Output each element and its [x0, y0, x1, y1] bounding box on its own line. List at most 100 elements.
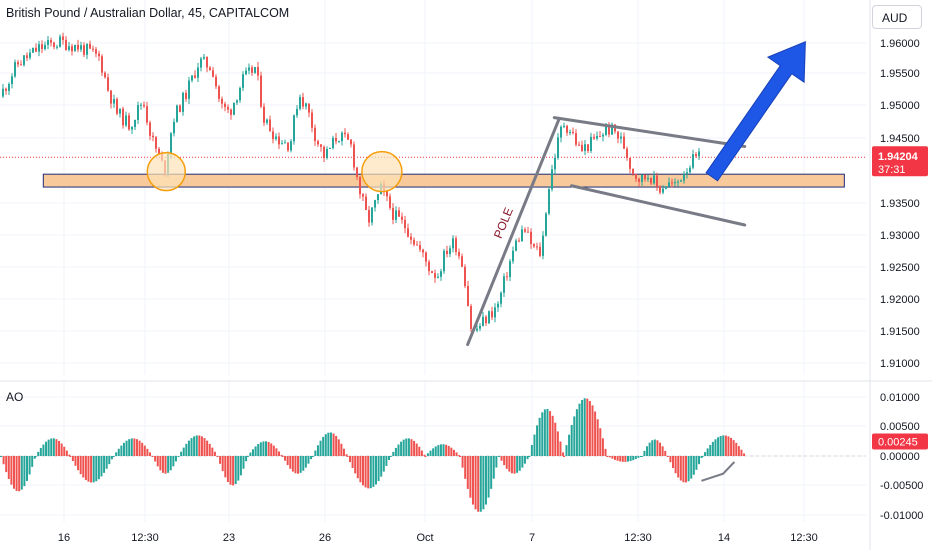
candle-body: [578, 144, 580, 146]
ao-bar: [375, 456, 377, 485]
ao-bar: [559, 441, 562, 456]
candle-body: [683, 173, 685, 181]
candle-body: [170, 133, 172, 155]
candle-body: [203, 56, 205, 59]
ao-bar: [596, 419, 599, 456]
ao-bar: [60, 443, 63, 456]
ao-bar: [508, 456, 511, 472]
ao-bar: [45, 441, 48, 456]
ao-bar: [367, 456, 370, 489]
candle-body: [368, 209, 370, 223]
ao-bar: [310, 456, 313, 460]
ao-bar: [31, 456, 34, 467]
time-tick-label: 23: [223, 532, 235, 544]
candle-body: [377, 194, 379, 201]
ao-bar: [516, 456, 519, 473]
ao-bar: [219, 456, 222, 464]
ao-bar: [203, 438, 206, 456]
candle-body: [440, 271, 442, 277]
ao-bar: [138, 440, 141, 456]
ao-bar: [120, 445, 123, 456]
candle-body: [230, 109, 232, 115]
ao-bar: [200, 436, 203, 456]
candle-body: [695, 154, 697, 157]
candle-body: [242, 74, 244, 88]
candle-body: [92, 48, 94, 50]
candle-body: [260, 75, 262, 107]
ao-bar: [541, 412, 544, 456]
ao-bar: [505, 456, 508, 469]
ao-tick-label: 0.01000: [880, 392, 920, 404]
candle-body: [140, 104, 142, 106]
ao-bar: [337, 439, 340, 456]
candle-body: [149, 122, 151, 136]
candle-body: [296, 108, 298, 116]
candle-body: [404, 219, 406, 229]
candle-body: [53, 42, 55, 47]
candle-body: [236, 100, 238, 103]
candle-body: [158, 148, 160, 154]
candle-body: [413, 239, 415, 245]
ao-bar: [167, 456, 170, 473]
candle-body: [644, 174, 646, 180]
ao-bar: [601, 438, 604, 456]
candle-body: [311, 112, 313, 128]
candle-body: [278, 136, 280, 145]
ao-bar: [103, 456, 106, 473]
time-tick-label: 26: [319, 532, 331, 544]
ao-bar: [495, 456, 498, 468]
candle-body: [626, 148, 628, 158]
candle-body: [401, 216, 403, 220]
ao-bar: [575, 409, 578, 456]
ao-bar: [700, 456, 703, 459]
candle-body: [320, 144, 322, 147]
ao-bar: [84, 456, 87, 481]
candle-body: [617, 131, 619, 139]
candle-body: [668, 182, 670, 187]
ao-value-label: 0.00245: [878, 437, 918, 449]
ao-bar: [568, 434, 571, 456]
ao-bar: [58, 440, 61, 456]
candle-body: [44, 44, 46, 50]
chart-title: British Pound / Australian Dollar, 45, C…: [6, 6, 290, 20]
ao-bar: [604, 448, 607, 456]
candle-body: [338, 141, 340, 143]
candle-body: [419, 245, 421, 250]
ao-bar: [735, 442, 738, 456]
ao-bar: [382, 456, 385, 472]
candle-body: [110, 90, 112, 104]
ao-bar: [52, 438, 55, 456]
candle-body: [347, 134, 349, 140]
ao-bar: [18, 456, 21, 492]
ao-bar: [69, 456, 72, 457]
candle-body: [620, 136, 622, 139]
ao-bar: [429, 450, 432, 456]
currency-selector[interactable]: AUD: [872, 5, 922, 29]
ao-bar: [50, 438, 53, 456]
candle-body: [467, 286, 469, 307]
ao-bar: [397, 444, 400, 456]
candle-body: [185, 92, 187, 99]
ao-bar: [471, 456, 474, 505]
candle-body: [677, 181, 679, 183]
candle-body: [437, 276, 439, 278]
ao-bar: [278, 451, 281, 456]
time-tick-label: 7: [529, 532, 535, 544]
candle-body: [560, 126, 562, 138]
candle-body: [47, 40, 49, 45]
ao-bar: [112, 456, 115, 457]
candle-body: [125, 115, 127, 126]
ao-bar: [706, 448, 709, 456]
candle-body: [557, 137, 559, 158]
ao-bar: [640, 456, 643, 457]
ao-bar: [270, 443, 273, 456]
ao-bar: [327, 432, 330, 456]
ao-tick-label: 0.00500: [880, 421, 920, 433]
candle-body: [653, 175, 655, 184]
ao-bar: [117, 448, 120, 456]
ao-bar: [432, 448, 435, 456]
ao-bar: [521, 456, 524, 468]
ao-bar: [141, 442, 144, 456]
candle-body: [104, 72, 106, 78]
